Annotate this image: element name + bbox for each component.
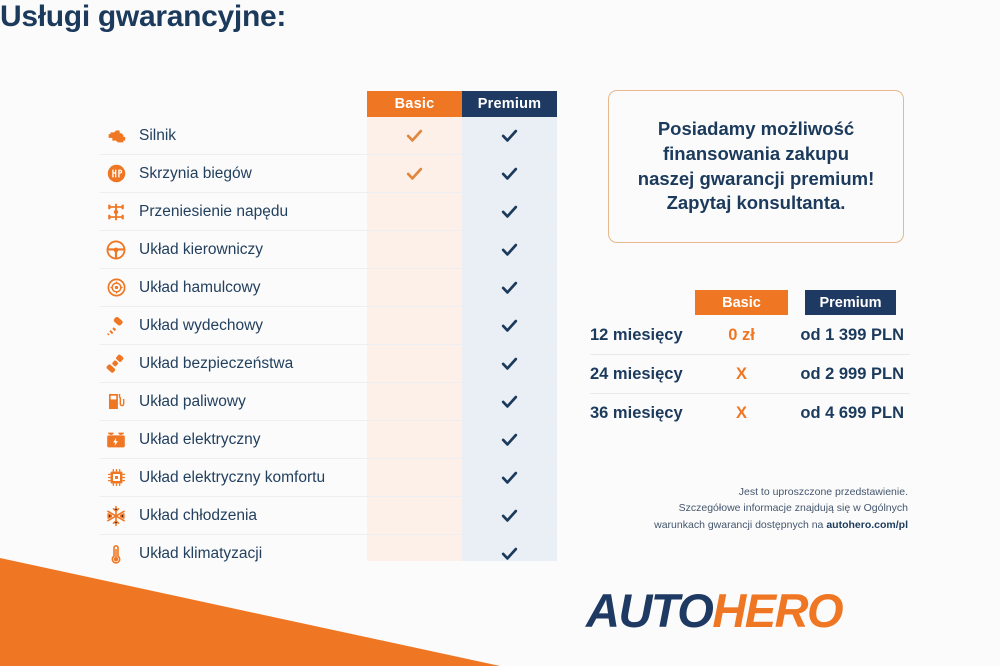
pricing-value-premium: od 1 399 PLN xyxy=(800,325,904,344)
warranty-row: Układ klimatyzacji xyxy=(100,535,557,572)
fineprint-line-2: Szczegółowe informacje znajdują się w Og… xyxy=(678,502,908,515)
warranty-cell-premium xyxy=(462,231,557,268)
logo-hero: HERO xyxy=(712,584,843,637)
warranty-row-label: Układ elektryczny xyxy=(139,430,261,448)
column-band-basic xyxy=(367,91,462,561)
logo-auto: AUTO xyxy=(586,584,714,637)
orange-wedge-decoration xyxy=(0,558,500,666)
column-header-basic: Basic xyxy=(367,91,462,117)
warranty-cell-basic xyxy=(367,421,462,458)
warranty-cell-basic xyxy=(367,535,462,572)
warranty-cell-basic xyxy=(367,383,462,420)
warranty-cell-basic xyxy=(367,459,462,496)
pricing-value-basic: 0 zł xyxy=(728,325,755,344)
financing-promo-text: Posiadamy możliwość finansowania zakupu … xyxy=(630,117,882,215)
warranty-cell-premium xyxy=(462,535,557,572)
battery-icon xyxy=(103,427,129,453)
promo-line-1: Posiadamy możliwość xyxy=(657,118,855,140)
warranty-cell-basic xyxy=(367,497,462,534)
warranty-cell-basic xyxy=(367,155,462,192)
fineprint-line-3-prefix: warunkach gwarancji dostępnych na xyxy=(654,518,827,531)
warranty-row-label: Układ kierowniczy xyxy=(139,240,264,258)
warranty-cell-premium xyxy=(462,193,557,230)
thermometer-icon xyxy=(103,541,129,567)
warranty-row-label: Układ hamulcowy xyxy=(139,278,261,296)
warranty-row: Układ elektryczny xyxy=(100,421,557,459)
snowflake-icon xyxy=(103,503,129,529)
engine-icon xyxy=(103,123,129,149)
warranty-cell-premium xyxy=(462,345,557,382)
warranty-cell-premium xyxy=(462,497,557,534)
warranty-row: Przeniesienie napędu xyxy=(100,193,557,231)
fineprint-line-1: Jest to uproszczone przedstawienie. xyxy=(738,486,908,498)
warranty-row-label: Silnik xyxy=(139,126,177,144)
pricing-header-row: Basic Premium xyxy=(590,290,910,316)
warranty-cell-premium xyxy=(462,307,557,344)
warranty-cell-basic xyxy=(367,193,462,230)
pricing-badge-basic: Basic xyxy=(695,290,788,315)
pricing-badge-premium: Premium xyxy=(805,290,896,315)
warranty-row-label: Skrzynia biegów xyxy=(139,164,252,182)
chip-icon xyxy=(103,465,129,491)
warranty-cell-premium xyxy=(462,155,557,192)
promo-line-4: Zapytaj konsultanta. xyxy=(666,192,846,214)
warranty-row: Układ bezpieczeństwa xyxy=(100,345,557,383)
warranty-row: Układ hamulcowy xyxy=(100,269,557,307)
financing-promo-box: Posiadamy możliwość finansowania zakupu … xyxy=(608,90,904,243)
promo-line-3: naszej gwarancji premium! xyxy=(637,167,875,189)
warranty-cell-premium xyxy=(462,269,557,306)
warranty-cell-premium xyxy=(462,459,557,496)
warranty-cell-basic xyxy=(367,117,462,154)
warranty-row: Układ elektryczny komfortu xyxy=(100,459,557,497)
fineprint: Jest to uproszczone przedstawienie. Szcz… xyxy=(560,484,908,533)
gearbox-icon xyxy=(103,161,129,187)
pricing-value-basic: X xyxy=(735,403,747,422)
warranty-cell-basic xyxy=(367,231,462,268)
seatbelt-icon xyxy=(103,351,129,377)
warranty-row: Układ paliwowy xyxy=(100,383,557,421)
pricing-value-basic: X xyxy=(735,364,747,383)
warranty-cell-premium xyxy=(462,421,557,458)
warranty-row-label: Układ klimatyzacji xyxy=(139,544,263,562)
pricing-table: Basic Premium 12 miesięcy 0 zł od 1 399 PL… xyxy=(590,290,910,432)
warranty-row-label: Układ chłodzenia xyxy=(139,506,258,524)
warranty-row-label: Układ elektryczny komfortu xyxy=(139,468,326,486)
warranty-row-label: Układ bezpieczeństwa xyxy=(139,354,294,372)
column-band-premium xyxy=(462,91,557,561)
pricing-term: 24 miesięcy xyxy=(590,364,683,383)
fuel-pump-icon xyxy=(103,389,129,415)
page-title: Usługi gwarancyjne: xyxy=(0,0,287,33)
steering-wheel-icon xyxy=(103,237,129,263)
pricing-value-premium: od 4 699 PLN xyxy=(800,403,904,422)
exhaust-icon xyxy=(103,313,129,339)
fineprint-link[interactable]: autohero.com/pl xyxy=(826,518,908,531)
promo-line-2: finansowania zakupu xyxy=(662,142,850,164)
pricing-term: 36 miesięcy xyxy=(590,403,683,422)
warranty-row: Silnik xyxy=(100,117,557,155)
autohero-logo: AUTOHERO xyxy=(586,583,844,638)
drivetrain-icon xyxy=(103,199,129,225)
warranty-row-label: Układ wydechowy xyxy=(139,316,264,334)
pricing-term: 12 miesięcy xyxy=(590,325,683,344)
brake-disc-icon xyxy=(103,275,129,301)
warranty-cell-basic xyxy=(367,269,462,306)
warranty-row: Skrzynia biegów xyxy=(100,155,557,193)
warranty-cell-premium xyxy=(462,383,557,420)
warranty-feature-list: Silnik Skrzynia biegów Przeniesienie napęd… xyxy=(100,117,557,572)
pricing-row: 12 miesięcy 0 zł od 1 399 PLN xyxy=(590,316,910,355)
warranty-row: Układ kierowniczy xyxy=(100,231,557,269)
column-header-premium: Premium xyxy=(462,91,557,117)
warranty-row-label: Układ paliwowy xyxy=(139,392,246,410)
warranty-row: Układ wydechowy xyxy=(100,307,557,345)
warranty-cell-basic xyxy=(367,307,462,344)
warranty-row: Układ chłodzenia xyxy=(100,497,557,535)
warranty-row-label: Przeniesienie napędu xyxy=(139,202,289,220)
pricing-value-premium: od 2 999 PLN xyxy=(800,364,904,383)
warranty-cell-premium xyxy=(462,117,557,154)
warranty-cell-basic xyxy=(367,345,462,382)
